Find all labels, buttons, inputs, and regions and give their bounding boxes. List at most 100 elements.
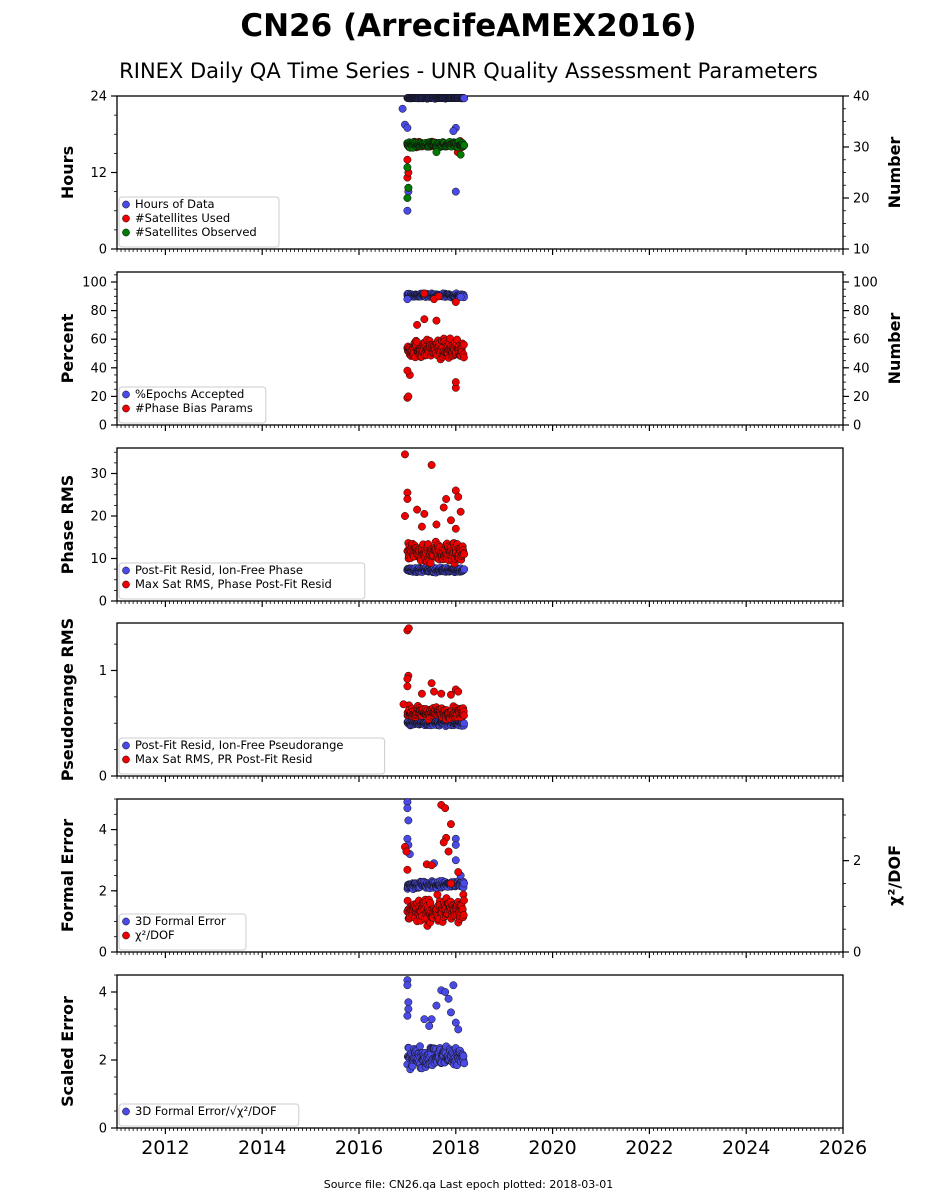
x-tick-label: 2018 — [432, 1137, 480, 1159]
y2-tick-label: 10 — [853, 243, 870, 258]
data-point — [403, 981, 412, 990]
data-point — [403, 123, 412, 132]
data-point — [460, 550, 469, 559]
legend-label: 3D Formal Error/√χ²/DOF — [135, 1104, 277, 1118]
data-point — [456, 507, 465, 516]
y-axis-label: Hours — [58, 146, 77, 199]
y-tick-label: 40 — [90, 361, 107, 376]
data-point — [451, 840, 460, 849]
data-point — [420, 509, 429, 518]
legend-marker — [122, 1107, 130, 1116]
data-point — [427, 679, 436, 688]
data-point — [460, 94, 469, 103]
y-axis-label: Percent — [58, 313, 77, 383]
y-tick-label: 30 — [90, 467, 107, 482]
data-point — [451, 856, 460, 865]
data-point — [444, 847, 453, 856]
legend-box — [118, 562, 366, 600]
data-points — [399, 624, 468, 730]
data-point — [413, 320, 422, 329]
data-point — [403, 865, 412, 874]
x-tick-label: 2012 — [141, 1137, 189, 1159]
y-axis-label: Pseudorange RMS — [58, 618, 77, 781]
data-point — [402, 847, 411, 856]
y-tick-label: 0 — [99, 770, 107, 785]
x-tick-label: 2022 — [625, 1137, 673, 1159]
y-tick-label: 20 — [90, 390, 107, 405]
data-point — [401, 450, 409, 459]
data-point — [460, 141, 469, 150]
x-tick-label: 2014 — [238, 1137, 286, 1159]
y2-tick-label: 30 — [853, 141, 870, 156]
data-point — [447, 516, 455, 525]
y2-tick-label: 60 — [853, 333, 870, 348]
y-tick-label: 24 — [90, 90, 107, 105]
data-point — [437, 689, 446, 698]
y2-axis-label: Number — [885, 313, 904, 385]
x-tick-label: 2026 — [819, 1137, 867, 1159]
data-point — [454, 1025, 463, 1034]
legend-marker — [122, 755, 130, 764]
legend-label: #Satellites Observed — [135, 225, 257, 239]
data-point — [441, 804, 450, 813]
data-points — [403, 976, 469, 1074]
x-tick-label: 2024 — [722, 1137, 770, 1159]
data-point — [417, 522, 426, 531]
legend-box — [118, 196, 280, 248]
data-points — [398, 94, 469, 215]
y-tick-label: 0 — [99, 946, 107, 961]
y-tick-label: 2 — [99, 1054, 107, 1069]
y-tick-label: 0 — [99, 243, 107, 258]
data-point — [432, 1001, 441, 1010]
data-point — [454, 868, 463, 877]
data-point — [426, 559, 435, 567]
data-point — [447, 820, 455, 829]
data-point — [432, 148, 441, 157]
data-point — [403, 163, 412, 172]
legend-box — [118, 737, 386, 775]
y-axis-label: Scaled Error — [58, 996, 77, 1107]
data-point — [442, 495, 451, 503]
data-point — [404, 392, 413, 401]
data-point — [460, 565, 469, 574]
data-point — [459, 353, 468, 362]
y2-tick-label: 20 — [853, 192, 870, 207]
y2-axis-label: Number — [885, 137, 904, 209]
legend-label: Max Sat RMS, PR Post-Fit Resid — [135, 752, 312, 766]
data-point — [427, 861, 436, 870]
legend-box — [118, 913, 247, 951]
data-point — [401, 512, 409, 520]
data-point — [415, 1042, 424, 1051]
y2-tick-label: 100 — [853, 276, 878, 291]
data-point — [460, 1059, 469, 1068]
legend-marker — [122, 200, 130, 209]
data-point — [413, 505, 422, 514]
legend-marker — [122, 580, 130, 589]
legend-marker — [122, 228, 130, 237]
data-point — [451, 524, 460, 533]
data-point — [427, 461, 436, 469]
y-tick-label: 80 — [90, 304, 107, 319]
data-point — [439, 503, 448, 512]
data-point — [441, 988, 450, 996]
data-point — [447, 690, 455, 699]
data-point — [449, 981, 458, 990]
y2-axis-label: χ²/DOF — [885, 845, 904, 906]
legend-label: #Phase Bias Params — [135, 401, 253, 415]
legend-marker — [122, 390, 130, 399]
data-point — [460, 896, 468, 905]
data-point — [403, 194, 412, 202]
data-point — [432, 520, 441, 529]
legend-box — [118, 1103, 300, 1127]
data-point — [451, 298, 460, 306]
y2-tick-label: 20 — [853, 390, 870, 405]
y-tick-label: 0 — [99, 595, 107, 610]
data-point — [456, 150, 465, 159]
legend: %Epochs Accepted#Phase Bias Params — [118, 386, 267, 424]
data-point — [454, 687, 463, 696]
data-point — [398, 104, 407, 113]
data-point — [403, 206, 412, 215]
data-point — [403, 366, 412, 375]
